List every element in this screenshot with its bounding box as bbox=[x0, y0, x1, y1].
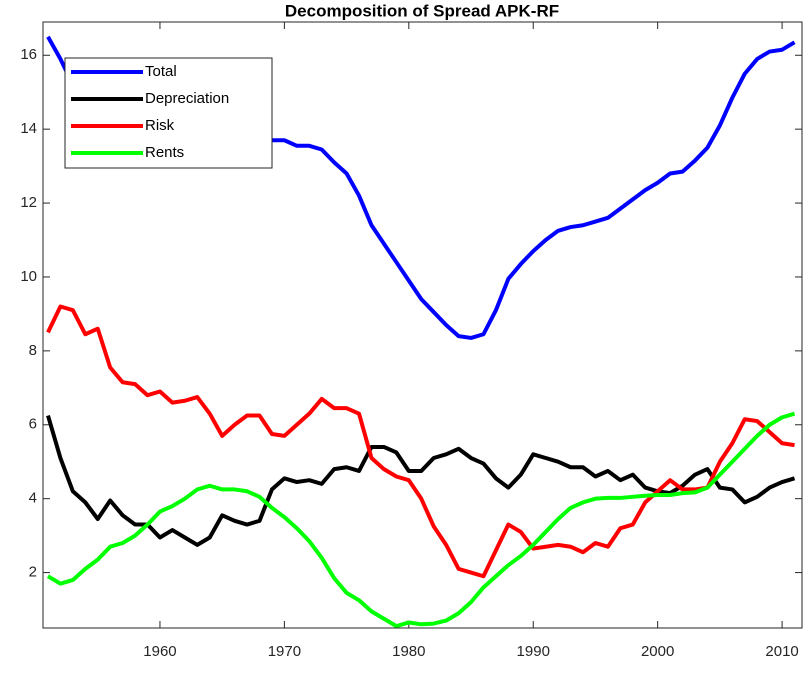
y-tick-label: 6 bbox=[29, 416, 37, 433]
legend-label: Depreciation bbox=[145, 90, 229, 107]
y-tick-label: 14 bbox=[20, 120, 37, 137]
x-tick-label: 2000 bbox=[641, 643, 674, 660]
x-tick-label: 1990 bbox=[517, 643, 550, 660]
y-tick-label: 8 bbox=[29, 342, 37, 359]
x-tick-label: 1960 bbox=[143, 643, 176, 660]
x-tick-label: 1970 bbox=[268, 643, 301, 660]
legend-label: Total bbox=[145, 63, 177, 80]
y-tick-label: 10 bbox=[20, 268, 37, 285]
x-tick-label: 2010 bbox=[765, 643, 798, 660]
line bbox=[46, 411, 796, 628]
y-tick-label: 2 bbox=[29, 564, 37, 581]
legend-label: Risk bbox=[145, 117, 175, 134]
axes-box bbox=[42, 21, 803, 629]
y-tick-label: 16 bbox=[20, 46, 37, 63]
y-tick-label: 4 bbox=[29, 490, 37, 507]
legend-label: Rents bbox=[145, 144, 184, 161]
legend-box bbox=[64, 57, 273, 169]
y-tick-label: 12 bbox=[20, 194, 37, 211]
line bbox=[46, 304, 795, 579]
x-tick-label: 1980 bbox=[392, 643, 425, 660]
chart-title: Decomposition of Spread APK-RF bbox=[285, 1, 559, 20]
